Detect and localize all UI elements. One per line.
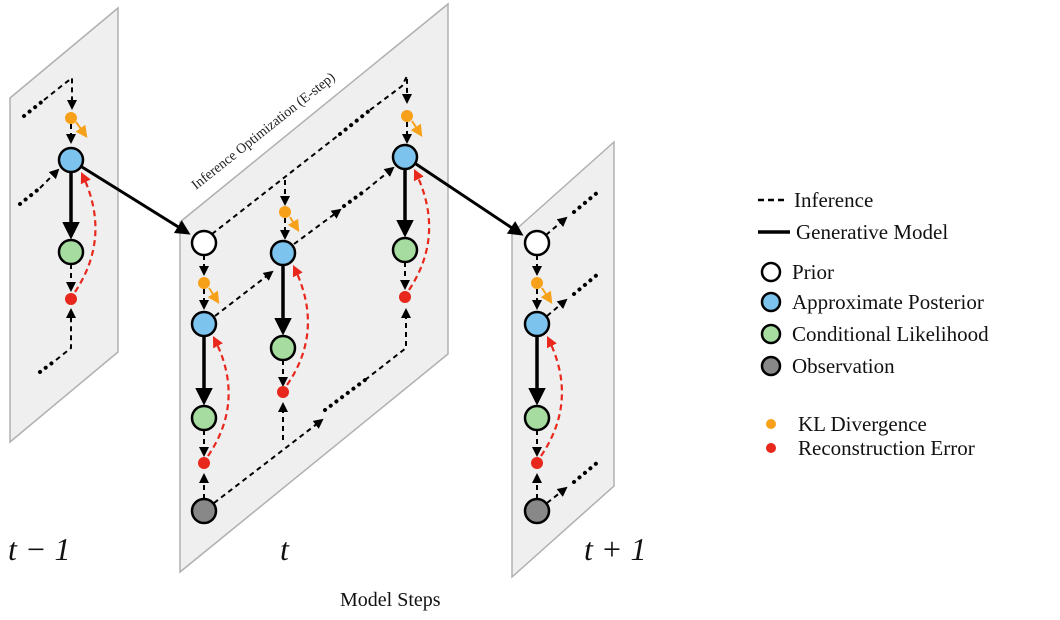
caption: Model Steps [340, 589, 441, 611]
legend-likelihood-swatch [760, 323, 782, 345]
legend-prior-swatch [760, 261, 782, 283]
legend-recon-label: Reconstruction Error [798, 436, 975, 460]
generative-arrow-curr-to-next [415, 162, 524, 236]
panel-prev-content [18, 76, 97, 374]
panel-curr-content [190, 75, 431, 525]
time-label-next: t + 1 [584, 531, 646, 567]
time-label-prev: t − 1 [8, 531, 70, 567]
legend-prior-label: Prior [792, 260, 834, 284]
legend-posterior-swatch [760, 291, 782, 313]
legend-inference-label: Inference [794, 188, 873, 212]
legend-likelihood-label: Conditional Likelihood [792, 322, 989, 346]
panel-prev [9, 6, 119, 444]
legend-recon-swatch [766, 443, 776, 453]
legend-kl-label: KL Divergence [798, 412, 927, 436]
time-label-curr: t [280, 531, 290, 567]
panel-next-content [523, 190, 600, 525]
legend-generative-label: Generative Model [796, 220, 948, 244]
legend-kl-swatch [766, 419, 776, 429]
legend-observation-label: Observation [792, 354, 895, 378]
legend: Inference Generative Model Prior Approxi… [758, 188, 989, 460]
generative-arrow-prev-to-curr [81, 165, 191, 235]
legend-posterior-label: Approximate Posterior [792, 290, 984, 314]
panel-curr [179, 2, 449, 574]
legend-observation-swatch [760, 355, 782, 377]
